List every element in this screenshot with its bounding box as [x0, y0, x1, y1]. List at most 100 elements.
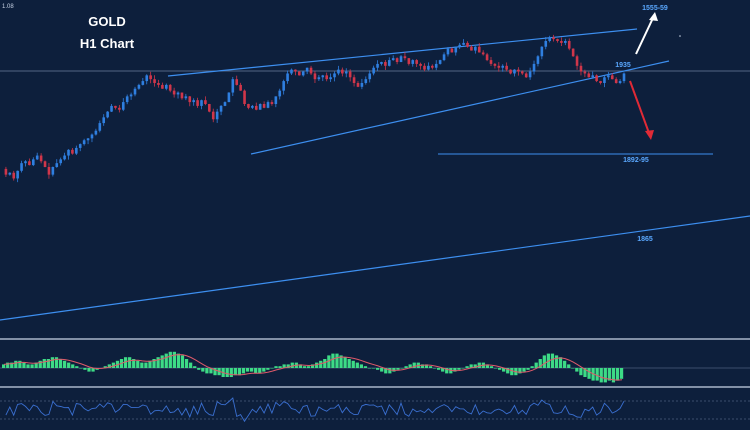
- macd-bar: [497, 368, 502, 370]
- candle-body: [403, 56, 407, 59]
- candle-body: [470, 46, 473, 51]
- macd-bar: [579, 368, 583, 376]
- candle-body: [180, 92, 184, 99]
- candle-body: [20, 163, 23, 171]
- candle-body: [571, 48, 575, 57]
- candle-body: [121, 102, 125, 110]
- macd-bar: [193, 366, 197, 368]
- macd-bar: [367, 368, 372, 369]
- candle-body: [434, 63, 438, 68]
- candle-body: [55, 163, 59, 167]
- macd-bar: [404, 366, 408, 368]
- candle-body: [200, 100, 203, 106]
- macd-bar: [50, 357, 55, 368]
- candle-body: [567, 41, 571, 49]
- candle-body: [524, 73, 528, 78]
- candle-body: [540, 46, 544, 57]
- candle-body: [59, 159, 62, 164]
- candle-body: [423, 65, 426, 70]
- candle-body: [63, 155, 66, 160]
- candle-body: [442, 54, 446, 61]
- macd-bar: [371, 368, 376, 369]
- macd-bar: [128, 357, 132, 368]
- macd-bar: [575, 368, 579, 372]
- candle-body: [125, 96, 129, 103]
- candle-body: [360, 83, 364, 87]
- macd-bar: [172, 351, 176, 368]
- candle-body: [129, 94, 133, 97]
- chart-title: GOLD: [88, 14, 126, 29]
- candle-body: [8, 172, 12, 175]
- candle-body: [532, 63, 536, 72]
- long-trend-line: [0, 215, 750, 321]
- candle-body: [450, 48, 454, 53]
- candle-body: [341, 69, 344, 74]
- macd-signal-line: [3, 354, 623, 381]
- candle-body: [352, 77, 356, 83]
- macd-bar: [457, 368, 461, 370]
- macd-bar: [152, 359, 156, 368]
- candle-body: [78, 144, 82, 148]
- candle-body: [24, 161, 27, 164]
- candle-body: [505, 65, 508, 70]
- candle-body: [227, 92, 231, 103]
- macd-bar: [493, 368, 498, 369]
- candle-body: [387, 60, 391, 66]
- candle-body: [282, 81, 285, 91]
- candle-body: [419, 63, 422, 66]
- macd-bar: [327, 355, 331, 368]
- macd-bar: [225, 368, 229, 377]
- candle-body: [278, 90, 282, 97]
- macd-bar: [453, 368, 457, 372]
- macd-bar: [563, 360, 567, 368]
- macd-bar: [310, 364, 315, 368]
- channel-upper-line: [167, 28, 638, 77]
- level-label-1865: 1865: [637, 236, 653, 243]
- candle-body: [446, 48, 450, 55]
- candle-body: [591, 75, 595, 78]
- macd-bar: [241, 368, 246, 374]
- candle-body: [208, 104, 211, 112]
- macd-bar: [436, 368, 441, 370]
- macd-bar: [209, 368, 213, 374]
- macd-bar: [91, 368, 95, 372]
- candle-body: [254, 105, 258, 110]
- macd-bar: [363, 366, 368, 368]
- macd-bar: [67, 362, 71, 368]
- candle-body: [149, 75, 152, 80]
- candle-body: [438, 60, 442, 64]
- candle-body: [106, 111, 109, 118]
- candle-body: [411, 60, 415, 64]
- macd-bar: [522, 368, 526, 372]
- candle-body: [520, 71, 524, 74]
- candle-body: [294, 69, 297, 72]
- macd-bar: [26, 364, 30, 368]
- candle-body: [513, 69, 516, 74]
- candle-body: [407, 58, 411, 64]
- macd-bar: [54, 357, 59, 368]
- candle-body: [137, 84, 141, 89]
- candle-body: [575, 56, 579, 66]
- macd-bar: [278, 366, 282, 368]
- macd-bar: [22, 362, 26, 368]
- candle-body: [157, 83, 160, 85]
- candle-body: [219, 105, 223, 112]
- candle-body: [161, 84, 164, 89]
- macd-bar: [168, 351, 172, 368]
- candle-body: [4, 168, 8, 175]
- macd-bar: [298, 364, 303, 368]
- candle-body: [231, 79, 235, 93]
- candle-body: [243, 90, 246, 104]
- macd-bar: [339, 355, 343, 368]
- candle-body: [610, 75, 614, 80]
- macd-bar: [408, 364, 412, 368]
- macd-bar: [376, 368, 380, 370]
- candle-body: [560, 41, 563, 43]
- candle-body: [114, 105, 117, 108]
- candle-body: [309, 67, 313, 74]
- candle-body: [356, 83, 360, 87]
- bullish-arrow: [635, 12, 658, 55]
- macd-bar: [10, 362, 14, 368]
